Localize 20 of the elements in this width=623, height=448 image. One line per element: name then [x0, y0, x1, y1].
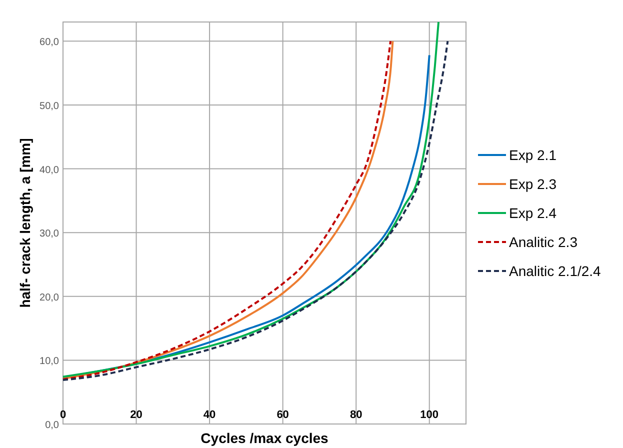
x-tick-label: 40: [203, 409, 216, 421]
x-tick-label: 60: [276, 409, 289, 421]
y-tick-label: 0,0: [45, 420, 60, 431]
legend-label: Analitic 2.3: [509, 234, 578, 250]
y-tick-label: 40,0: [40, 164, 60, 176]
legend-label: Exp 2.4: [509, 205, 557, 221]
y-axis-title: half- crack length, a [mm]: [17, 138, 33, 308]
x-tick-label: 0: [60, 409, 66, 421]
x-tick-label: 100: [420, 409, 439, 421]
y-tick-label: 50,0: [40, 100, 60, 112]
y-tick-label: 20,0: [40, 292, 60, 304]
y-tick-label: 30,0: [40, 228, 60, 240]
y-tick-label: 10,0: [40, 356, 60, 368]
y-tick-label: 60,0: [40, 37, 60, 48]
x-tick-label: 80: [350, 409, 362, 421]
legend-label: Exp 2.3: [509, 176, 557, 192]
legend-label: Exp 2.1: [509, 147, 557, 163]
legend-label: Analitic 2.1/2.4: [509, 263, 602, 279]
x-tick-label: 20: [130, 409, 142, 421]
x-axis-title: Cycles /max cycles: [200, 430, 329, 446]
